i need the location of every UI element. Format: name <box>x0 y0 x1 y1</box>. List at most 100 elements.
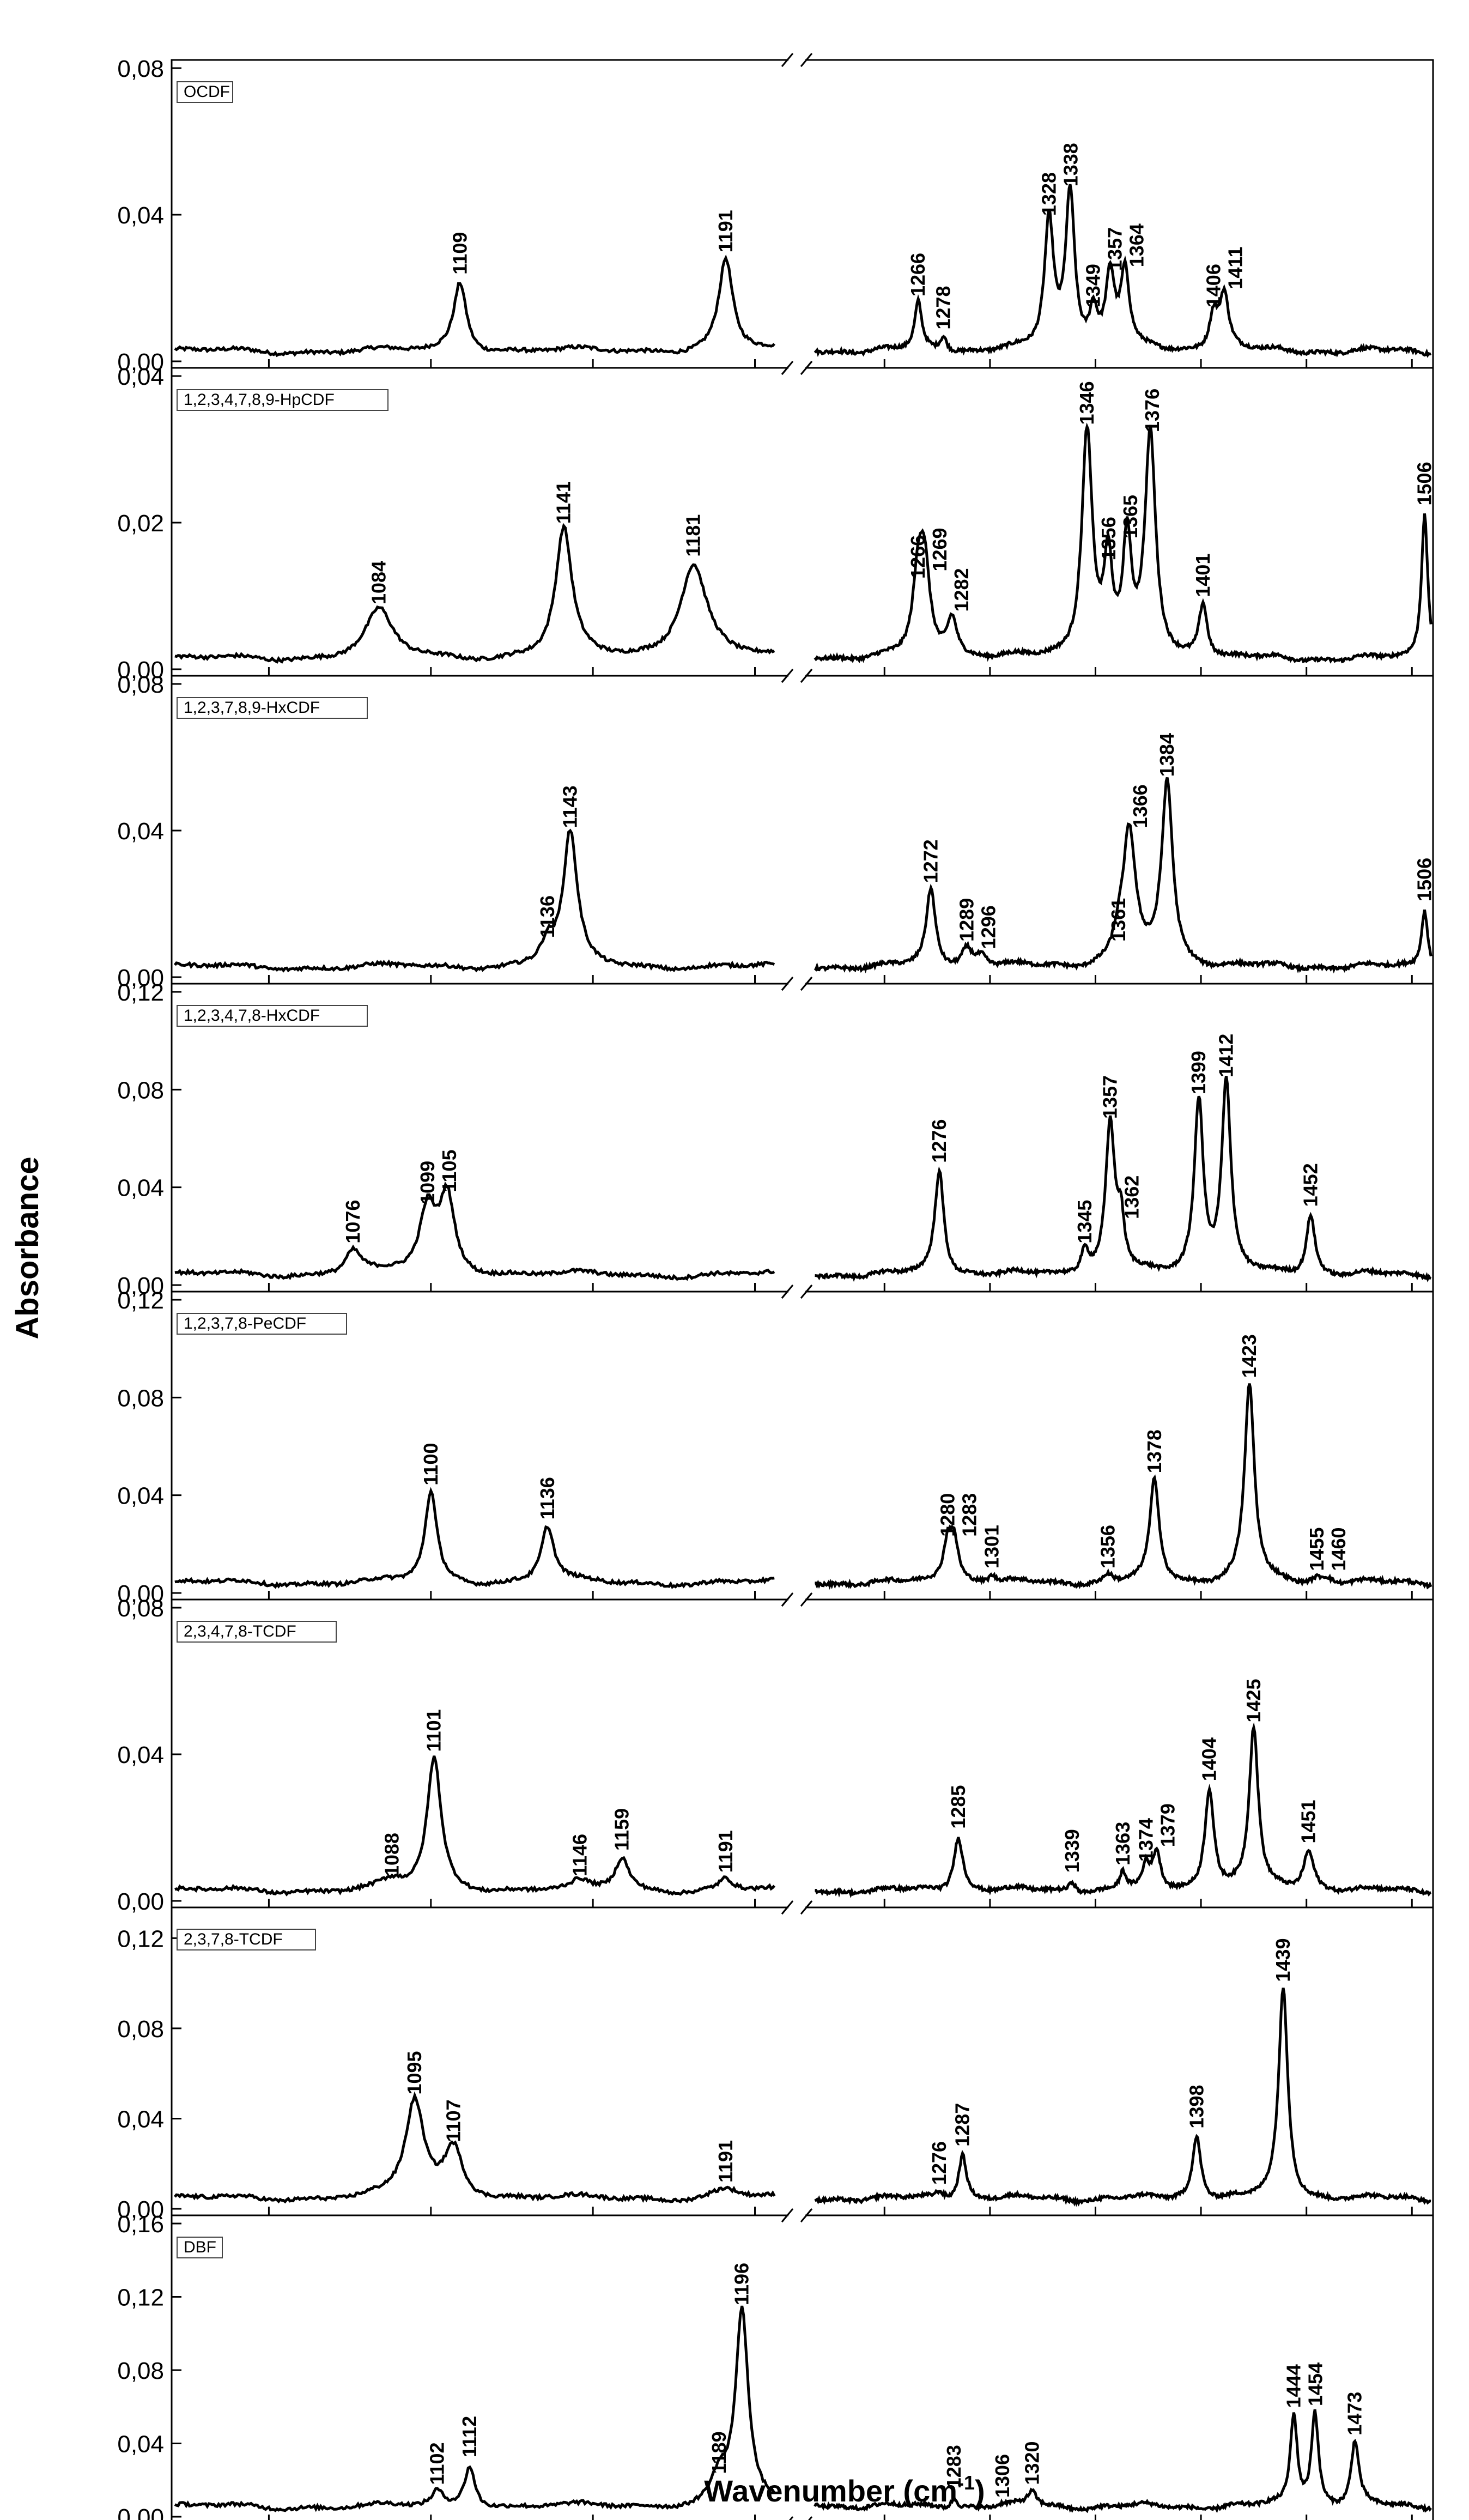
peak-label: 1356 <box>1097 1525 1119 1568</box>
peak-label: 1357 <box>1099 1075 1121 1119</box>
peak-label: 1398 <box>1185 2085 1207 2129</box>
peak-label: 1454 <box>1304 2362 1326 2406</box>
peak-label: 1101 <box>423 1709 445 1752</box>
peak-label: 1338 <box>1059 143 1082 186</box>
peak-label: 1439 <box>1272 1939 1294 1982</box>
axis-break-mark <box>800 669 813 683</box>
peak-label: 1099 <box>416 1161 439 1204</box>
panel-4: 0,00 0,04 0,08 0,12 1,2,3,4,7,8-HxCDF 1076 109… <box>117 977 1434 1299</box>
panel-frame <box>171 983 1434 1293</box>
peak-label: 1141 <box>553 481 575 524</box>
y-tick-label: 0,00 <box>117 349 164 375</box>
peak-label: 1345 <box>1073 1200 1096 1244</box>
peak-label: 1283 <box>958 1493 980 1537</box>
peak-label: 1146 <box>568 1834 591 1876</box>
peak-label: 1191 <box>714 210 737 252</box>
peak-label: 1269 <box>928 528 951 571</box>
spectrum-line-left <box>174 1181 775 1281</box>
peak-label: 1143 <box>559 785 581 828</box>
peak-label: 1356 <box>1097 517 1120 560</box>
spectrum-line-right <box>814 1988 1431 2207</box>
y-tick-label: 0,08 <box>117 671 164 698</box>
peak-label: 1266 <box>907 253 929 296</box>
axis-break-mark <box>781 669 794 683</box>
y-tick-label: 0,04 <box>117 818 164 845</box>
peak-label: 1102 <box>426 2442 448 2485</box>
peak-label: 1095 <box>403 2051 426 2094</box>
peak-label: 1460 <box>1327 1527 1350 1571</box>
peak-label: 1191 <box>714 2140 737 2183</box>
axis-break-mark <box>781 1592 794 1607</box>
peak-label: 1339 <box>1061 1829 1083 1873</box>
y-tick-label: 0,00 <box>117 1580 164 1607</box>
peak-label: 1506 <box>1413 858 1436 901</box>
axis-break-mark <box>800 2208 813 2222</box>
peak-label: 1159 <box>611 1808 633 1851</box>
peak-label: 1412 <box>1215 1034 1237 1077</box>
panel-6: 0,00 0,04 0,08 2,3,4,7,8-TCDF 1088 1101 1146 11… <box>117 1592 1434 1915</box>
peak-label: 1189 <box>708 2431 730 2474</box>
legend-box <box>177 1313 347 1335</box>
y-tick-label: 0,00 <box>117 2504 164 2520</box>
peak-label: 1084 <box>368 561 390 604</box>
peak-label: 1346 <box>1076 381 1098 425</box>
y-tick-label: 0,02 <box>117 510 164 537</box>
panel-frame <box>171 367 1434 677</box>
peak-label: 1107 <box>442 2099 464 2142</box>
panel-5: 0,00 0,04 0,08 0,12 1,2,3,7,8-PeCDF 1100 1136 1… <box>117 1285 1434 1607</box>
panel-7: 0,00 0,04 0,08 0,12 2,3,7,8-TCDF 1095 1107 1191… <box>117 1900 1434 2223</box>
peak-label: 1278 <box>932 286 955 329</box>
peak-label: 1276 <box>928 1119 950 1163</box>
peak-label: 1285 <box>947 1785 969 1829</box>
y-tick-label: 0,12 <box>117 1287 164 1314</box>
peak-label: 1191 <box>714 1830 737 1873</box>
peak-label: 1328 <box>1037 172 1060 216</box>
peak-label: 1136 <box>536 895 559 938</box>
peak-label: 1384 <box>1156 733 1178 777</box>
x-axis-label-close: ) <box>975 2474 985 2508</box>
y-tick-label: 0,00 <box>117 1888 164 1915</box>
peak-label: 1363 <box>1112 1822 1134 1865</box>
peak-label: 1287 <box>951 2103 974 2147</box>
axis-break-mark <box>781 1900 794 1915</box>
spectrum-line-left <box>174 1755 776 1897</box>
y-tick-label: 0,04 <box>117 1483 164 1510</box>
compound-name: 1,2,3,7,8-PeCDF <box>184 1314 306 1332</box>
legend-box <box>177 697 368 719</box>
axis-break-gap <box>788 2517 805 2520</box>
peak-label: 1379 <box>1156 1803 1179 1847</box>
spectrum-line-left <box>173 2091 776 2204</box>
x-axis-label: Wavenumber (cm-1) <box>704 2471 985 2508</box>
compound-name: 1,2,3,4,7,8-HxCDF <box>184 1007 320 1025</box>
axis-break-mark <box>800 53 813 67</box>
y-tick-label: 0,00 <box>117 965 164 991</box>
legend-box <box>177 389 389 411</box>
peak-label: 1112 <box>458 2416 481 2457</box>
compound-name: 1,2,3,4,7,8,9-HpCDF <box>184 391 335 409</box>
y-tick-label: 0,04 <box>117 2106 164 2133</box>
y-tick-label: 0,00 <box>117 657 164 683</box>
peak-label: 1320 <box>1021 2441 1043 2485</box>
spectrum-line-left <box>174 2305 776 2512</box>
y-tick-label: 0,12 <box>117 1925 164 1952</box>
peak-label: 1444 <box>1282 2364 1304 2408</box>
peak-label: 1401 <box>1192 554 1214 597</box>
panel-8: 0,00 0,04 0,08 0,12 0,16 DBF 1102 1112 1189 1196 1… <box>117 2208 1434 2520</box>
peak-label: 1374 <box>1134 1818 1157 1862</box>
legend-box <box>177 81 233 103</box>
peak-label: 1506 <box>1413 462 1436 505</box>
compound-name: 2,3,7,8-TCDF <box>184 1930 283 1948</box>
peak-label: 1349 <box>1082 264 1104 307</box>
legend-box <box>177 1621 337 1643</box>
legend-box <box>177 2237 223 2258</box>
peak-label: 1105 <box>438 1149 460 1192</box>
spectrum-line-right <box>814 422 1432 664</box>
axis-break-mark <box>781 361 794 375</box>
peak-label: 1196 <box>731 2263 753 2305</box>
y-tick-label: 0,04 <box>117 364 164 390</box>
spectrum-line-left <box>174 254 776 358</box>
y-tick-label: 0,08 <box>117 1077 164 1104</box>
axis-break-mark <box>789 2516 794 2520</box>
peak-label: 1301 <box>981 1525 1003 1568</box>
